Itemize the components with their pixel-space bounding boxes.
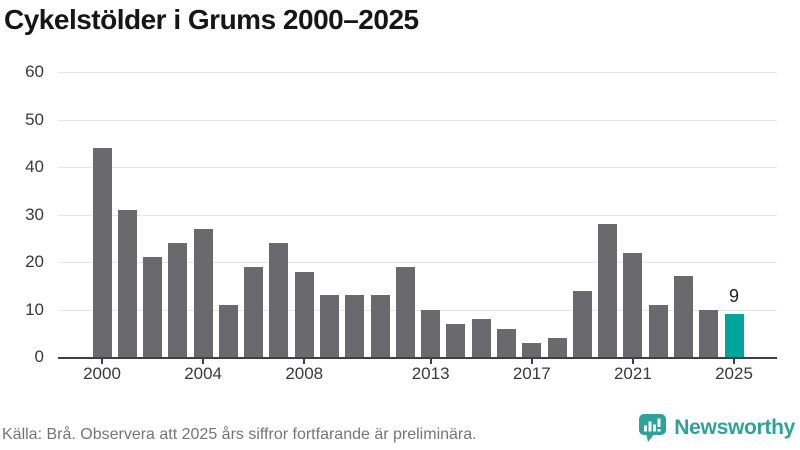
x-tick-label-2021: 2021: [613, 364, 652, 383]
bar-2015: [471, 319, 491, 357]
x-tick-2008: [303, 357, 306, 364]
x-tick-2000: [101, 357, 103, 364]
bar-2017: [522, 342, 542, 357]
y-tick-label-0: 0: [34, 347, 44, 366]
chart-title: Cykelstölder i Grums 2000–2025: [4, 4, 419, 35]
bar-2018: [547, 338, 567, 357]
x-tick-label-2000: 2000: [83, 364, 121, 383]
bar-chart: 9 0 10 20 30 40 50 60 2000 2004 2008 2013 2017 2021 2…: [25, 62, 777, 383]
gridline-10: [58, 309, 777, 311]
bar-2011: [370, 295, 390, 357]
y-tick-label-20: 20: [25, 252, 44, 271]
bar-2002: [143, 257, 163, 357]
bar-2010: [345, 295, 365, 357]
bar-2020: [598, 224, 618, 357]
x-tick-label-2017: 2017: [512, 364, 551, 383]
bar-2019: [572, 290, 592, 357]
bar-2022: [648, 304, 668, 357]
gridline-20: [58, 262, 777, 263]
y-tick-label-30: 30: [25, 204, 44, 224]
bar-value-label: 9: [728, 286, 740, 307]
gridline-30: [58, 214, 777, 216]
bar-2007: [269, 243, 289, 357]
bar-2005: [218, 304, 238, 357]
x-tick-2021: [631, 357, 634, 364]
bar-2016: [496, 328, 516, 357]
newsworthy-logo-text: Newsworthy: [674, 416, 795, 439]
x-tick-label-2025: 2025: [715, 364, 753, 383]
bar-2009: [320, 295, 340, 357]
bar-2012: [395, 266, 415, 357]
y-tick-label-40: 40: [25, 157, 44, 176]
plot-area: 9: [58, 72, 777, 359]
newsworthy-logo-icon: [638, 413, 668, 443]
bar-2003: [168, 243, 188, 357]
x-tick-2025: [733, 357, 735, 364]
bar-2000: [92, 148, 112, 357]
bar-2023: [673, 276, 693, 357]
x-tick-label-2008: 2008: [285, 364, 324, 383]
y-tick-label-60: 60: [25, 62, 44, 81]
x-tick-2004: [202, 357, 205, 364]
x-tick-label-2004: 2004: [184, 364, 223, 383]
newsworthy-logo: Newsworthy: [638, 413, 795, 443]
x-axis-line: [58, 357, 777, 359]
y-tick-label-10: 10: [25, 299, 44, 319]
x-tick-2017: [530, 357, 533, 364]
bar-2021: [623, 252, 643, 357]
bar-2013: [421, 309, 441, 357]
bar-2006: [244, 266, 264, 357]
bar-2024: [699, 309, 719, 357]
gridline-40: [58, 167, 777, 168]
gridline-50: [58, 119, 777, 121]
x-tick-2013: [429, 357, 432, 364]
bar-2004: [193, 228, 213, 357]
x-tick-label-2013: 2013: [411, 364, 450, 383]
bar-2008: [294, 271, 314, 357]
bar-2001: [117, 209, 137, 357]
source-note: Källa: Brå. Observera att 2025 års siffr…: [2, 426, 477, 443]
y-tick-label-50: 50: [25, 109, 44, 129]
bar-2025: [724, 314, 744, 357]
bar-2014: [446, 323, 466, 357]
gridline-60: [58, 72, 777, 73]
